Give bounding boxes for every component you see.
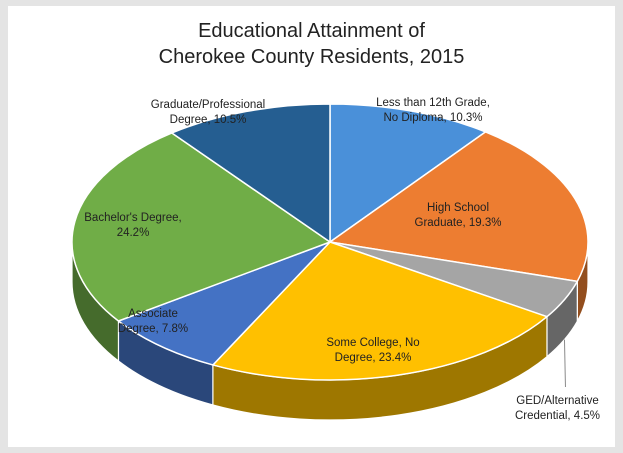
slice-graduate-professional-degree — [171, 103, 331, 243]
chart-title-line-1: Educational Attainment of — [198, 20, 425, 42]
label-bachelors: Bachelor's Degree, 24.2% — [68, 211, 198, 241]
label-associate: Associate Degree, 7.8% — [108, 307, 198, 337]
label-associate-line-1: Associate — [128, 308, 178, 320]
chart-title: Educational Attainment of Cherokee Count… — [8, 18, 615, 70]
label-some-college: Some College, No Degree, 23.4% — [308, 336, 438, 366]
label-graduate-line-2: Degree, 10.5% — [169, 114, 247, 126]
label-less-than-12th: Less than 12th Grade, No Diploma, 10.3% — [358, 96, 508, 126]
label-less-than-12th-line-2: No Diploma, 10.3% — [383, 112, 483, 124]
slice-less-than-12th-grade-no-diploma — [329, 103, 487, 243]
slice-high-school-graduate — [329, 131, 589, 283]
pie-top-faces — [71, 103, 589, 381]
label-associate-line-2: Degree, 7.8% — [117, 323, 189, 335]
slice-associate-degree — [117, 241, 331, 366]
label-less-than-12th-line-1: Less than 12th Grade, — [376, 97, 490, 109]
label-bachelors-line-1: Bachelor's Degree, — [84, 212, 182, 224]
label-high-school: High School Graduate, 19.3% — [393, 201, 523, 231]
leader-line-ged — [563, 339, 566, 388]
pie-side-walls — [71, 241, 589, 421]
label-some-college-line-1: Some College, No — [326, 337, 420, 349]
slice-some-college-no-degree — [212, 241, 548, 381]
pie-chart — [71, 103, 589, 421]
chart-frame: Educational Attainment of Cherokee Count… — [8, 6, 615, 447]
label-bachelors-line-2: 24.2% — [116, 227, 150, 239]
label-graduate: Graduate/Professional Degree, 10.5% — [133, 98, 283, 128]
chart-title-line-2: Cherokee County Residents, 2015 — [158, 46, 465, 68]
label-high-school-line-2: Graduate, 19.3% — [414, 217, 502, 229]
label-ged: GED/Alternative Credential, 4.5% — [500, 394, 615, 424]
slice-bachelor-s-degree — [71, 132, 331, 322]
label-ged-line-1: GED/Alternative — [516, 395, 599, 407]
label-graduate-line-1: Graduate/Professional — [150, 99, 266, 111]
label-some-college-line-2: Degree, 23.4% — [334, 352, 412, 364]
label-ged-line-2: Credential, 4.5% — [514, 410, 601, 422]
label-high-school-line-1: High School — [426, 202, 489, 214]
